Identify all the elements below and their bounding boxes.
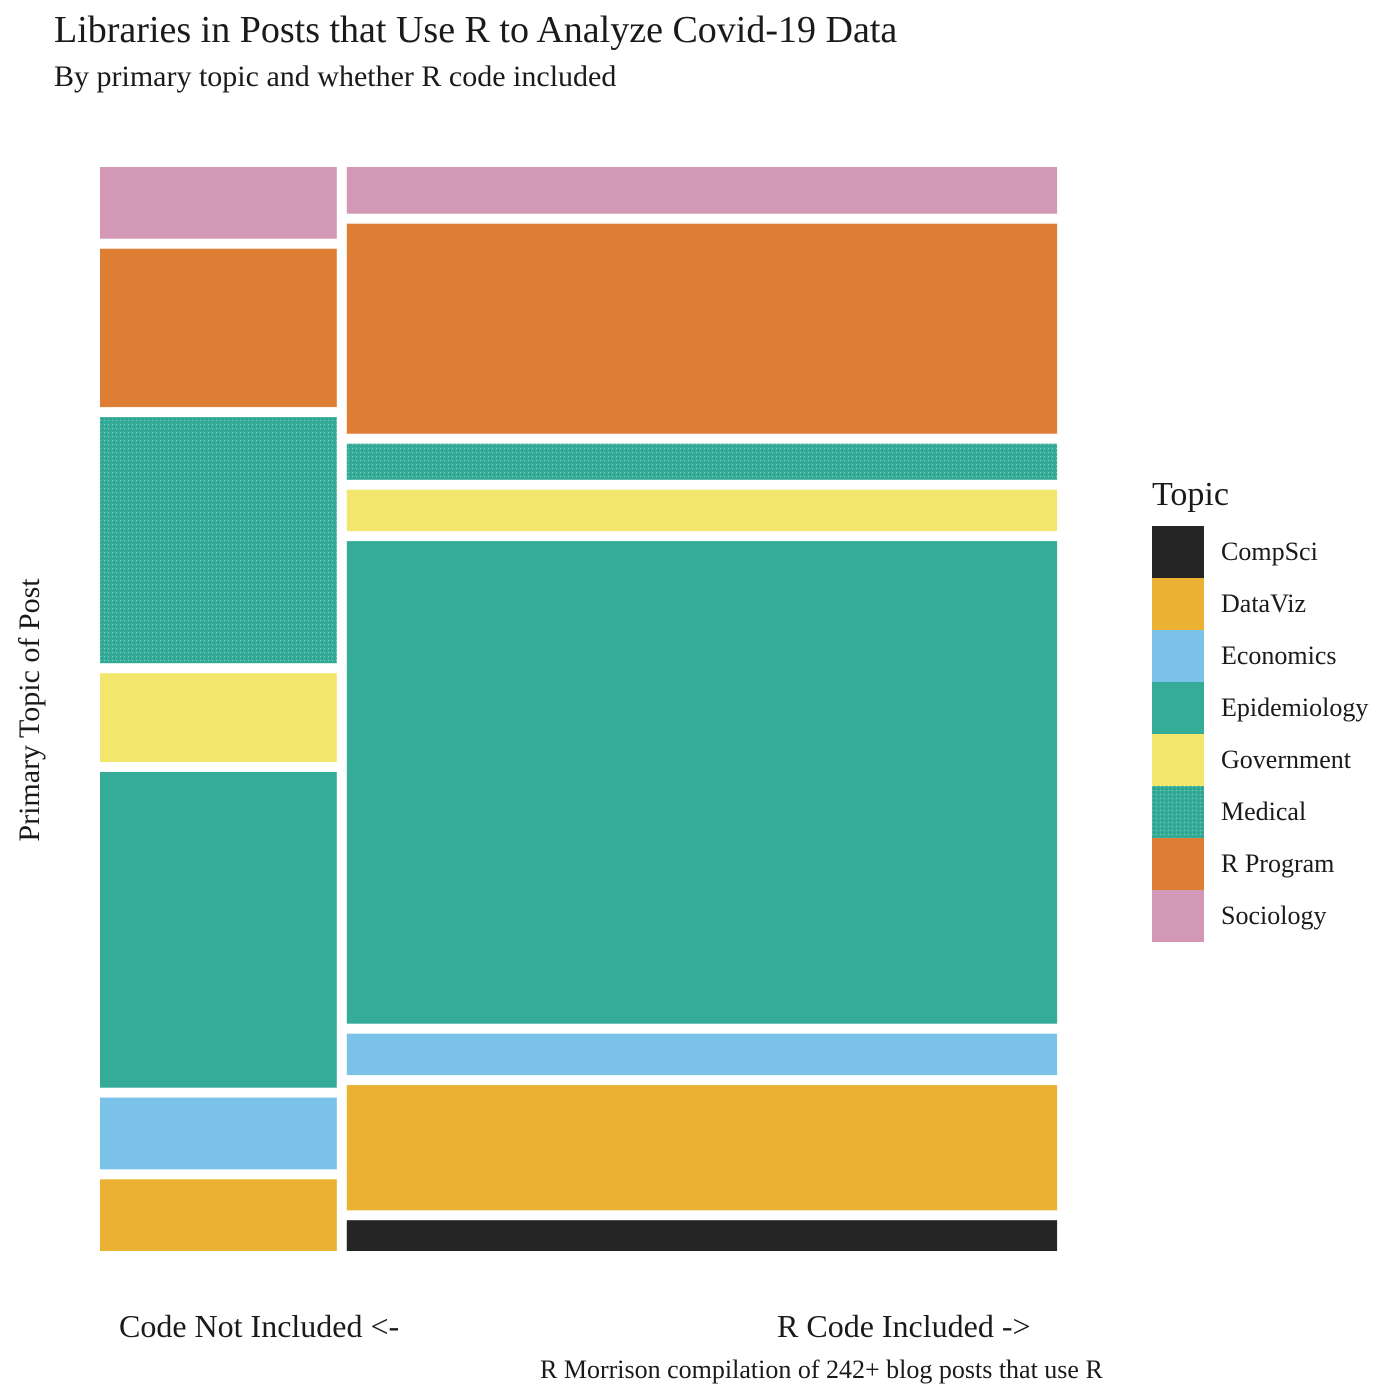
legend-item-sociology: Sociology bbox=[1152, 890, 1368, 942]
tile-r-code-included-medical bbox=[346, 443, 1058, 480]
legend: Topic CompSci DataViz Economics Epidemiolog… bbox=[1152, 476, 1368, 942]
tile-code-not-included-r-program bbox=[100, 248, 337, 408]
legend-label-government: Government bbox=[1221, 745, 1351, 774]
tile-code-not-included-government bbox=[100, 673, 337, 762]
tile-code-not-included-epidemiology bbox=[100, 772, 337, 1088]
legend-item-epidemiology: Epidemiology bbox=[1152, 682, 1368, 734]
legend-item-medical: Medical bbox=[1152, 786, 1368, 838]
legend-key-r-program bbox=[1152, 838, 1204, 890]
legend-key-government bbox=[1152, 734, 1204, 786]
legend-label-r-program: R Program bbox=[1221, 849, 1335, 878]
tile-code-not-included-sociology bbox=[100, 167, 337, 239]
legend-item-r-program: R Program bbox=[1152, 838, 1368, 890]
legend-item-dataviz: DataViz bbox=[1152, 578, 1368, 630]
legend-label-medical: Medical bbox=[1221, 797, 1307, 826]
tile-r-code-included-compsci bbox=[346, 1220, 1058, 1251]
legend-item-compsci: CompSci bbox=[1152, 526, 1368, 578]
legend-key-medical bbox=[1152, 786, 1204, 838]
x-label-code-not-included: Code Not Included <- bbox=[119, 1308, 400, 1344]
tile-code-not-included-medical bbox=[100, 417, 337, 664]
legend-item-government: Government bbox=[1152, 734, 1368, 786]
legend-item-economics: Economics bbox=[1152, 630, 1368, 682]
legend-label-sociology: Sociology bbox=[1221, 901, 1327, 930]
tile-r-code-included-epidemiology bbox=[346, 541, 1058, 1024]
legend-key-compsci bbox=[1152, 526, 1204, 578]
legend-key-epidemiology bbox=[1152, 682, 1204, 734]
legend-label-economics: Economics bbox=[1221, 641, 1337, 670]
legend-key-economics bbox=[1152, 630, 1204, 682]
legend-title: Topic bbox=[1152, 476, 1229, 513]
tile-r-code-included-sociology bbox=[346, 167, 1058, 214]
legend-items: CompSci DataViz Economics Epidemiology Gover… bbox=[1152, 526, 1368, 942]
y-axis-label: Primary Topic of Post bbox=[13, 578, 46, 842]
tile-r-code-included-economics bbox=[346, 1033, 1058, 1076]
legend-label-epidemiology: Epidemiology bbox=[1221, 693, 1369, 722]
legend-key-dataviz bbox=[1152, 578, 1204, 630]
tile-r-code-included-dataviz bbox=[346, 1085, 1058, 1211]
legend-label-dataviz: DataViz bbox=[1221, 589, 1307, 618]
tile-code-not-included-dataviz bbox=[100, 1179, 337, 1251]
chart-subtitle: By primary topic and whether R code incl… bbox=[54, 60, 617, 93]
tile-r-code-included-r-program bbox=[346, 223, 1058, 434]
x-label-code-included: R Code Included -> bbox=[777, 1308, 1031, 1344]
chart-caption: R Morrison compilation of 242+ blog post… bbox=[540, 1355, 1103, 1384]
mosaic-tiles bbox=[100, 167, 1058, 1251]
chart-title: Libraries in Posts that Use R to Analyze… bbox=[54, 9, 898, 51]
tile-code-not-included-economics bbox=[100, 1097, 337, 1170]
tile-r-code-included-government bbox=[346, 489, 1058, 532]
legend-label-compsci: CompSci bbox=[1221, 537, 1318, 566]
legend-key-sociology bbox=[1152, 890, 1204, 942]
